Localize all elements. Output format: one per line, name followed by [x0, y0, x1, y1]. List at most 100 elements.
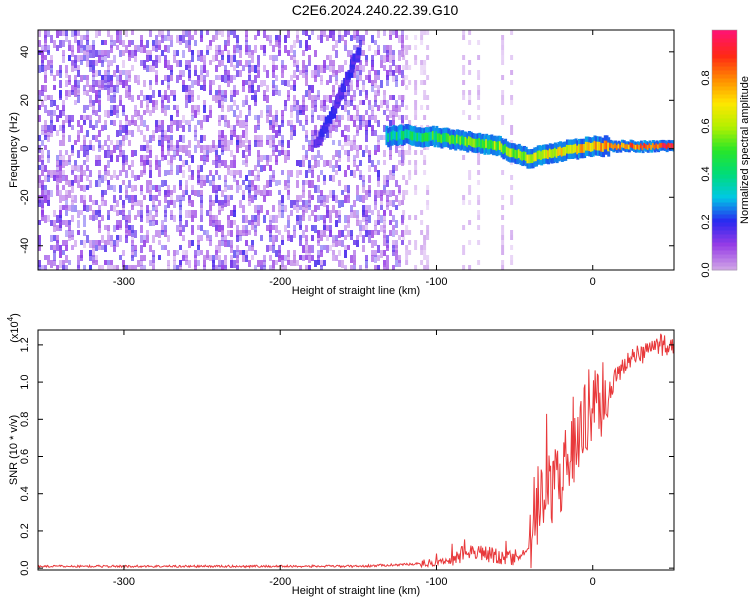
noise-cell — [98, 245, 101, 250]
noise-cell — [329, 160, 332, 168]
noise-cell — [344, 265, 347, 270]
ridge-core — [540, 151, 544, 161]
noise-cell — [275, 155, 278, 162]
noise-cell — [284, 225, 287, 232]
noise-cell — [173, 255, 176, 261]
noise-cell — [38, 200, 41, 207]
noise-cell — [98, 210, 101, 217]
noise-cell — [221, 55, 224, 60]
noise-cell — [95, 180, 98, 187]
noise-cell — [383, 100, 386, 105]
noise-cell — [510, 55, 514, 60]
noise-cell — [254, 75, 257, 83]
noise-cell — [501, 205, 505, 210]
noise-cell — [257, 220, 260, 226]
noise-cell — [134, 175, 137, 181]
noise-cell — [185, 100, 188, 108]
noise-cell — [152, 40, 155, 46]
noise-cell — [110, 110, 113, 116]
noise-cell — [191, 55, 194, 62]
noise-cell — [501, 230, 505, 235]
noise-cell — [149, 180, 152, 185]
noise-cell — [98, 105, 101, 112]
noise-cell — [408, 215, 412, 220]
noise-cell — [200, 155, 203, 161]
noise-cell — [383, 110, 386, 115]
noise-cell — [176, 125, 179, 131]
noise-cell — [62, 170, 65, 176]
noise-cell — [92, 40, 95, 46]
noise-cell — [221, 235, 224, 241]
noise-cell — [272, 235, 275, 240]
noise-cell — [65, 255, 68, 263]
noise-cell — [293, 260, 296, 266]
noise-cell — [131, 240, 134, 246]
ridge-core — [607, 142, 611, 152]
noise-cell — [401, 215, 404, 223]
noise-cell — [215, 215, 218, 221]
noise-cell — [293, 230, 296, 238]
noise-cell — [119, 220, 122, 228]
noise-cell — [251, 245, 254, 251]
noise-cell — [92, 60, 95, 65]
noise-cell — [275, 215, 278, 223]
noise-cell — [317, 250, 320, 258]
noise-cell — [423, 95, 427, 100]
noise-cell — [314, 205, 317, 212]
noise-cell — [74, 35, 77, 43]
noise-cell — [50, 245, 53, 250]
noise-cell — [368, 45, 371, 51]
noise-cell — [77, 255, 80, 260]
noise-cell — [167, 200, 170, 208]
noise-cell — [311, 235, 314, 241]
noise-cell — [107, 260, 110, 265]
ridge-core — [657, 144, 661, 150]
noise-cell — [305, 90, 308, 97]
noise-cell — [420, 40, 424, 45]
noise-cell — [477, 260, 481, 265]
noise-cell — [191, 200, 194, 207]
noise-cell — [402, 50, 406, 55]
ridge-core — [512, 148, 516, 158]
noise-cell — [402, 80, 406, 85]
noise-cell — [74, 90, 77, 97]
noise-cell — [275, 90, 278, 95]
noise-cell — [347, 100, 350, 107]
noise-cell — [323, 60, 326, 68]
noise-cell — [65, 195, 68, 200]
noise-cell — [302, 105, 305, 112]
colorbar-segment — [712, 198, 737, 203]
noise-cell — [221, 30, 224, 37]
noise-cell — [365, 255, 368, 261]
noise-cell — [137, 95, 140, 100]
noise-cell — [356, 220, 359, 226]
noise-cell — [386, 115, 389, 121]
noise-cell — [98, 100, 101, 105]
ridge-core — [617, 143, 621, 149]
noise-cell — [50, 120, 53, 125]
noise-cell — [260, 135, 263, 142]
ridge-core — [507, 147, 511, 157]
colorbar-segment — [712, 118, 737, 123]
noise-cell — [116, 30, 119, 35]
noise-cell — [392, 110, 395, 117]
noise-cell — [374, 145, 377, 150]
noise-cell — [302, 255, 305, 261]
noise-cell — [311, 105, 314, 110]
noise-cell — [501, 265, 505, 270]
noise-cell — [368, 235, 371, 243]
noise-cell — [110, 240, 113, 247]
noise-cell — [143, 145, 146, 151]
colorbar-segment — [712, 102, 737, 107]
noise-cell — [98, 205, 101, 213]
noise-cell — [347, 135, 350, 141]
colorbar-segment — [712, 62, 737, 67]
noise-cell — [116, 155, 119, 162]
x-axis-label: Height of straight line (km) — [292, 585, 420, 597]
noise-cell — [44, 165, 47, 172]
noise-cell — [191, 215, 194, 222]
noise-cell — [353, 265, 356, 270]
noise-cell — [371, 110, 374, 116]
noise-cell — [122, 180, 125, 185]
noise-cell — [405, 245, 409, 250]
